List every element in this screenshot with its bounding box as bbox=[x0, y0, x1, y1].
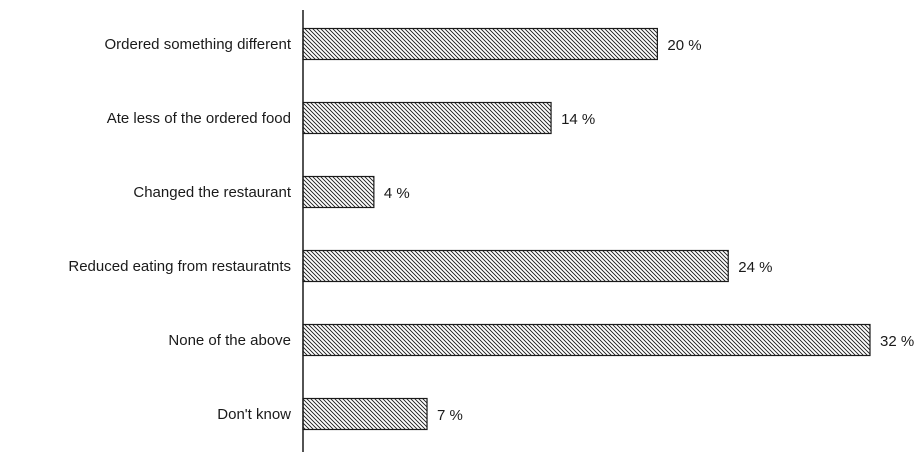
category-labels: Ordered something different Ate less of t… bbox=[68, 36, 291, 423]
value-label: 7 % bbox=[437, 407, 463, 424]
bar bbox=[302, 101, 552, 135]
bar bbox=[302, 397, 428, 431]
category-label: None of the above bbox=[168, 332, 291, 349]
bars-layer bbox=[302, 27, 871, 431]
category-label: Ordered something different bbox=[105, 36, 292, 53]
category-label: Reduced eating from restauratnts bbox=[68, 258, 291, 275]
value-label: 4 % bbox=[384, 185, 410, 202]
value-label: 24 % bbox=[738, 259, 772, 276]
value-label: 14 % bbox=[561, 111, 595, 128]
category-label: Don't know bbox=[217, 406, 291, 423]
category-label: Changed the restaurant bbox=[133, 184, 291, 201]
bar bbox=[302, 27, 658, 61]
value-label: 20 % bbox=[667, 37, 701, 54]
bar bbox=[302, 323, 871, 357]
value-label: 32 % bbox=[880, 333, 914, 350]
bar bbox=[302, 249, 729, 283]
bar bbox=[302, 175, 375, 209]
category-label: Ate less of the ordered food bbox=[107, 110, 291, 127]
value-labels: 20 % 14 % 4 % 24 % 32 % 7 % bbox=[384, 37, 914, 424]
